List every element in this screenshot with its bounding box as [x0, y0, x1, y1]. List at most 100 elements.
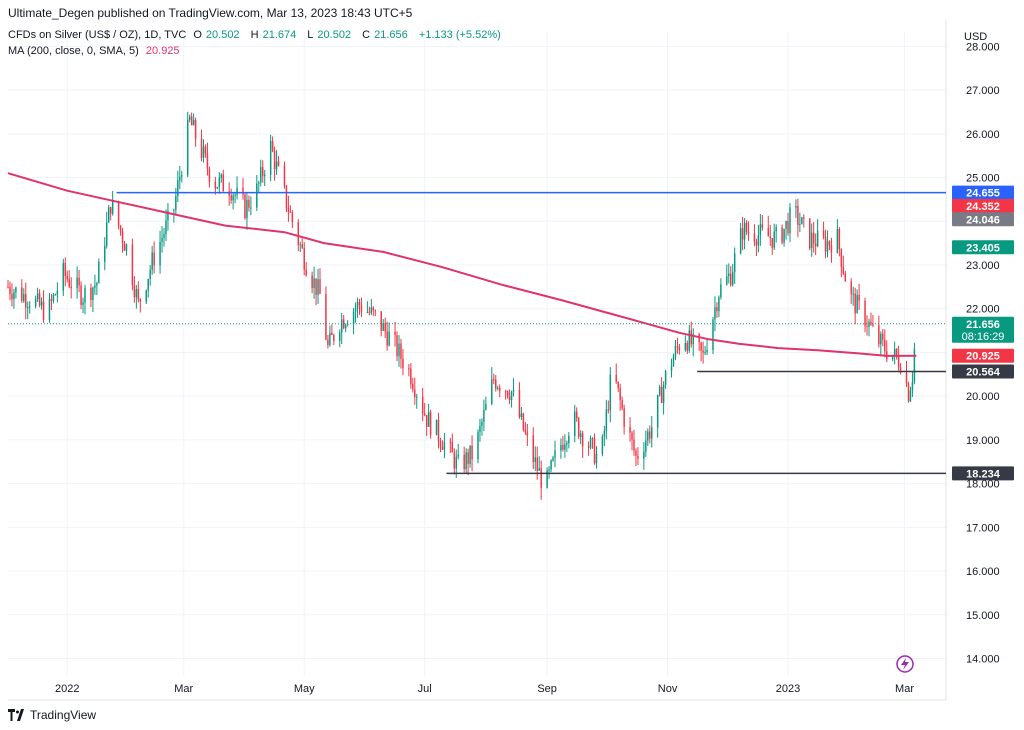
candle: [52, 292, 55, 304]
footer-brand[interactable]: TradingView: [8, 708, 96, 722]
high-label: H: [250, 29, 259, 41]
candle-body: [206, 153, 209, 169]
candle-body: [137, 289, 140, 300]
candle: [700, 341, 702, 362]
symbol-name[interactable]: CFDs on Silver (US$ / OZ), 1D, TVC: [8, 29, 187, 41]
y-tick-label: 26.000: [966, 129, 1000, 141]
candle: [706, 339, 708, 355]
candle-body: [28, 306, 31, 308]
candle-body: [645, 440, 647, 452]
candle: [789, 203, 791, 243]
lightning-icon[interactable]: [896, 655, 914, 673]
candle: [733, 247, 736, 284]
candle-body: [574, 411, 576, 436]
candle-body: [80, 285, 82, 305]
candle: [816, 219, 819, 248]
candle-body: [891, 355, 894, 360]
price-tag: 24.655: [952, 185, 1014, 200]
candle-body: [548, 469, 550, 471]
currency-label[interactable]: USD: [964, 31, 988, 43]
candle-body: [753, 233, 756, 242]
candle: [370, 298, 373, 316]
candle-body: [522, 413, 525, 431]
candle: [38, 289, 41, 308]
candle: [236, 176, 238, 200]
candle: [457, 443, 459, 460]
candle-body: [830, 244, 833, 253]
candle: [437, 412, 440, 449]
candle-body: [882, 333, 884, 340]
candle: [368, 306, 371, 316]
candle: [767, 215, 770, 237]
candle: [66, 270, 68, 283]
candle-body: [457, 454, 459, 457]
candle: [656, 394, 659, 438]
candle: [913, 342, 916, 385]
candle: [477, 429, 479, 464]
candle-body: [700, 342, 702, 351]
candle: [398, 335, 400, 367]
candle-body: [331, 332, 333, 335]
candle-body: [356, 301, 359, 309]
candle-body: [913, 349, 916, 382]
candle: [9, 281, 11, 301]
candle-body: [273, 151, 276, 170]
ma-value: 20.925: [145, 45, 180, 57]
candle: [123, 241, 126, 251]
candle: [635, 448, 637, 467]
ma-label[interactable]: MA (200, close, 0, SMA, 5): [8, 45, 139, 57]
candle-body: [291, 211, 294, 223]
candle-body: [15, 287, 17, 293]
candle: [443, 432, 446, 459]
candle-body: [232, 195, 234, 201]
candle: [471, 435, 473, 472]
candle-body: [200, 138, 203, 158]
candle-body: [662, 384, 665, 403]
candle-body: [48, 298, 51, 320]
candle: [595, 446, 598, 469]
candle-body: [453, 452, 456, 469]
candle-body: [151, 252, 153, 270]
candle-body: [250, 207, 252, 209]
candle: [394, 321, 396, 347]
candle-body: [512, 389, 515, 392]
candle: [623, 404, 625, 435]
candle-body: [676, 346, 679, 348]
candle-body: [325, 293, 327, 340]
candle: [678, 344, 681, 355]
candle-body: [755, 241, 758, 246]
candle: [165, 209, 167, 241]
candle: [325, 286, 327, 341]
candle-body: [498, 387, 501, 392]
candle: [554, 440, 556, 468]
high-value: 21.674: [262, 29, 297, 41]
candle: [384, 317, 386, 338]
candle: [884, 329, 886, 358]
candle: [218, 172, 221, 194]
candle: [163, 228, 165, 247]
candle: [410, 363, 412, 389]
candle-body: [451, 442, 454, 453]
candle-body: [366, 311, 369, 313]
candle: [593, 433, 596, 465]
candle-body: [427, 411, 430, 427]
candle: [263, 169, 266, 186]
candle-body: [50, 298, 53, 301]
candle: [524, 422, 527, 436]
candle: [449, 437, 452, 454]
candle: [153, 241, 155, 274]
candle: [429, 409, 432, 439]
candle-body: [826, 241, 829, 252]
candle: [291, 210, 294, 229]
candle: [327, 334, 329, 349]
candle: [149, 265, 151, 286]
candle: [303, 242, 305, 276]
candle-body: [605, 409, 608, 431]
candle: [423, 403, 426, 417]
candle: [601, 434, 604, 457]
candle-body: [123, 243, 126, 251]
candle: [870, 312, 872, 326]
price-tag-label: 24.352: [966, 201, 1000, 213]
candle-body: [799, 224, 801, 226]
